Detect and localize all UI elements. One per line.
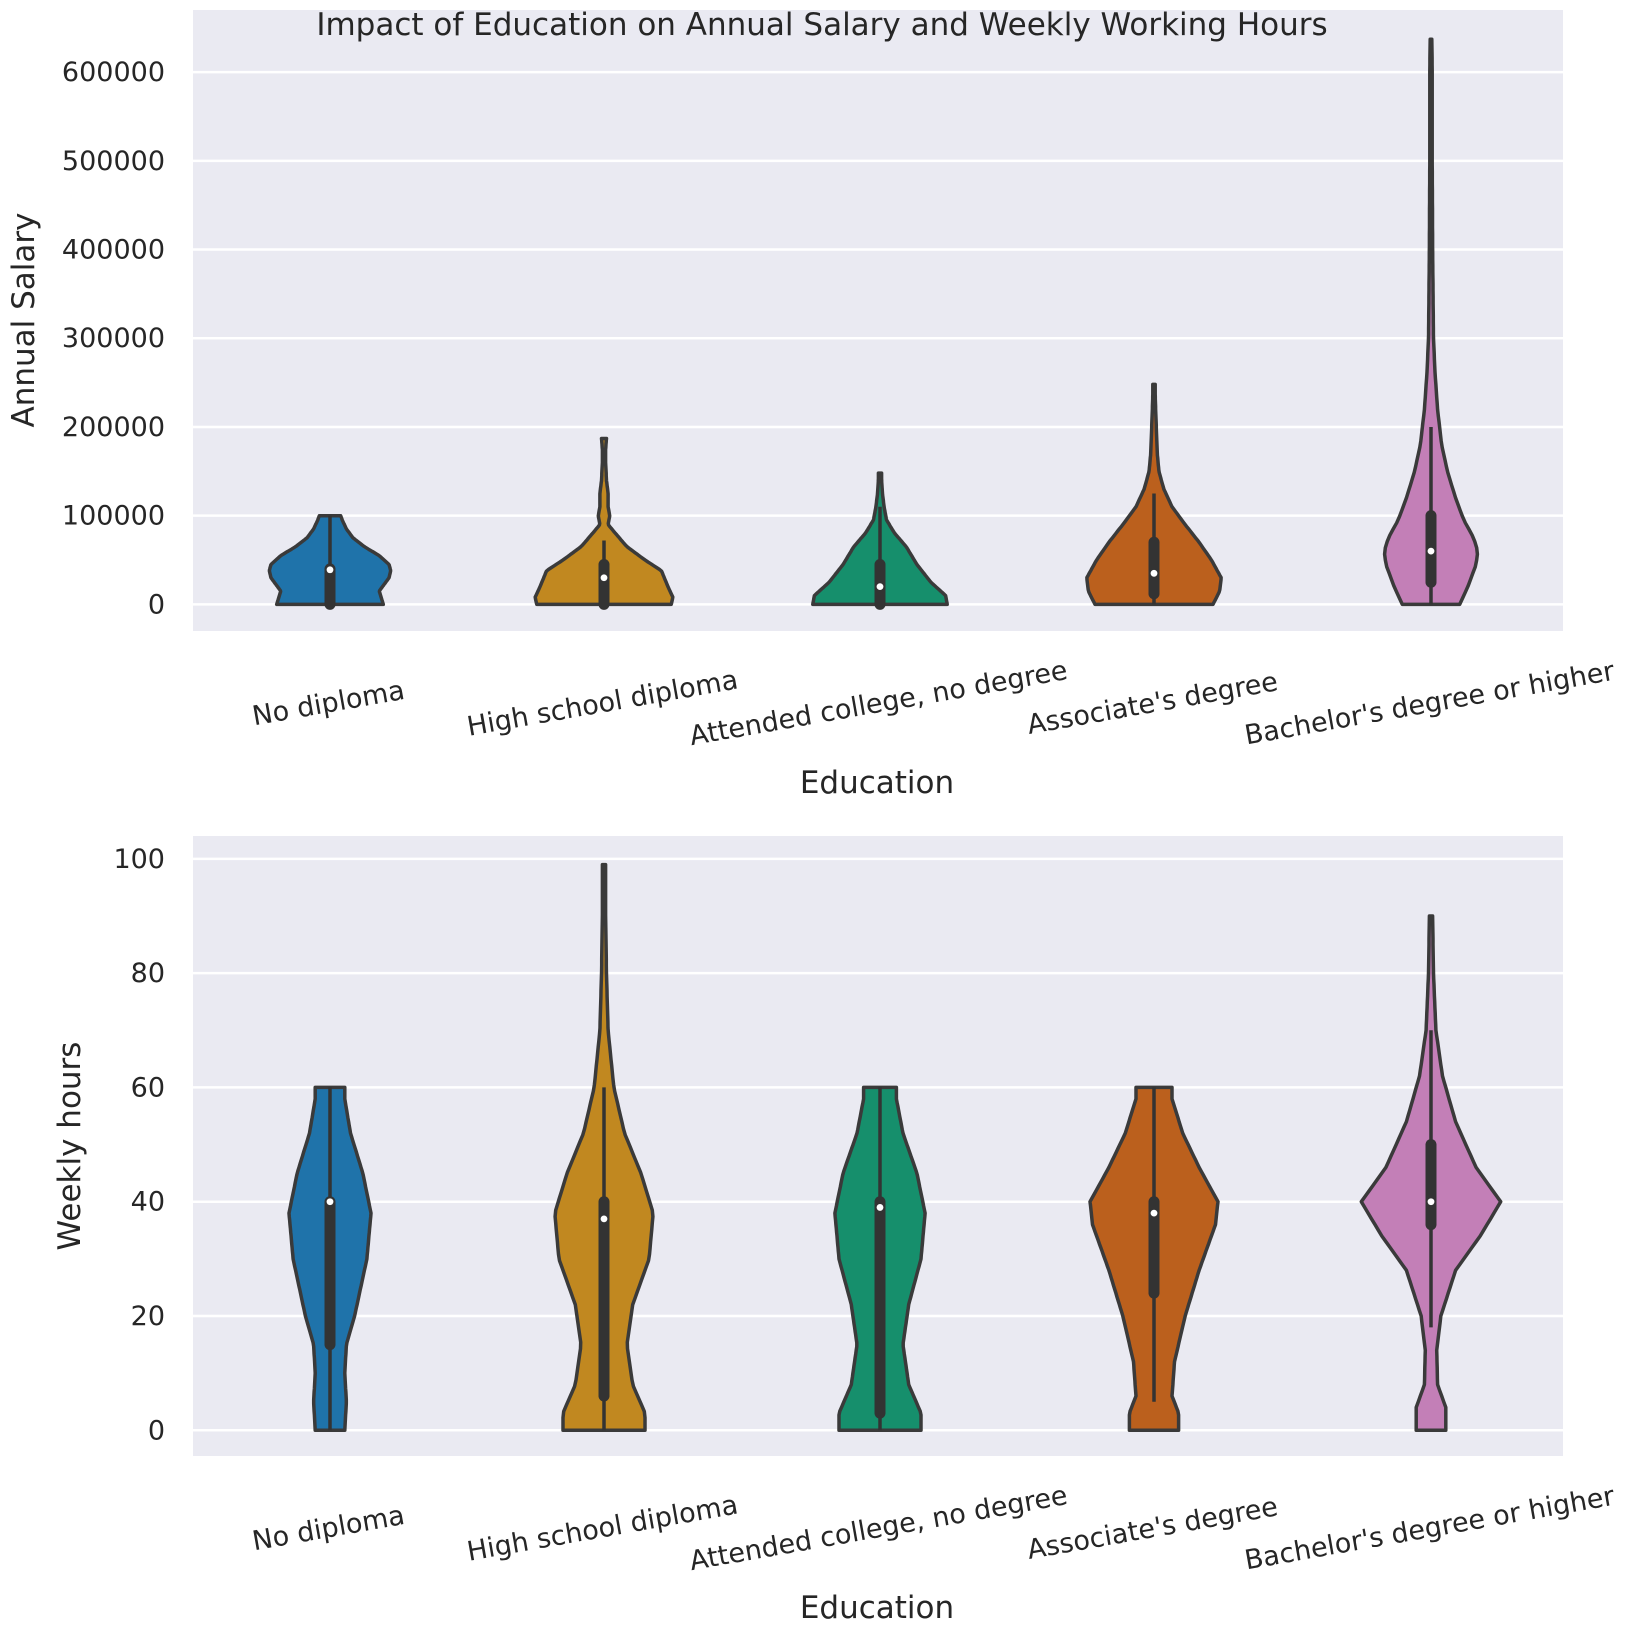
- salary-x-axis-label: Education: [800, 765, 954, 801]
- hours-x-axis-label: Education: [800, 1590, 954, 1626]
- salary-gridlines: [193, 70, 1563, 606]
- salary-y-tick-labels: 0 100000 200000 300000 400000 500000 600000: [62, 57, 165, 620]
- salary-y-tick-label: 400000: [62, 235, 165, 266]
- hours-y-tick-label: 20: [131, 1301, 165, 1332]
- hours-y-tick-label: 100: [113, 844, 165, 875]
- salary-y-tick-label: 100000: [62, 501, 165, 532]
- salary-y-tick-label: 500000: [62, 146, 165, 177]
- salary-y-tick-label: 0: [148, 589, 165, 620]
- salary-y-axis-label: Annual Salary: [6, 213, 42, 428]
- hours-violins: [287, 862, 1503, 1433]
- salary-violin-1: [533, 436, 675, 607]
- figure-title: Impact of Education on Annual Salary and…: [316, 7, 1327, 43]
- salary-y-tick-label: 300000: [62, 323, 165, 354]
- salary-median-point-0: [326, 566, 334, 574]
- hours-median-point-4: [1427, 1198, 1435, 1206]
- salary-median-point-1: [600, 574, 608, 582]
- hours-median-point-0: [326, 1198, 334, 1206]
- hours-median-point-1: [600, 1215, 608, 1223]
- salary-violin-4: [1382, 37, 1480, 607]
- hours-y-tick-label: 0: [148, 1415, 165, 1446]
- salary-median-point-3: [1150, 569, 1158, 577]
- salary-median-point-2: [876, 583, 884, 591]
- hours-y-axis-label: Weekly hours: [52, 1042, 88, 1251]
- hours-y-tick-label: 60: [131, 1072, 165, 1103]
- salary-violins: [267, 37, 1480, 610]
- hours-median-point-2: [876, 1204, 884, 1211]
- hours-median-point-3: [1150, 1209, 1158, 1217]
- hours-y-tick-labels: 0 20 40 60 80 100: [113, 844, 165, 1446]
- salary-y-tick-label: 600000: [62, 57, 165, 88]
- hours-y-tick-label: 80: [131, 958, 165, 989]
- salary-median-point-4: [1427, 547, 1435, 555]
- hours-y-tick-label: 40: [131, 1187, 165, 1218]
- salary-y-tick-label: 200000: [62, 412, 165, 443]
